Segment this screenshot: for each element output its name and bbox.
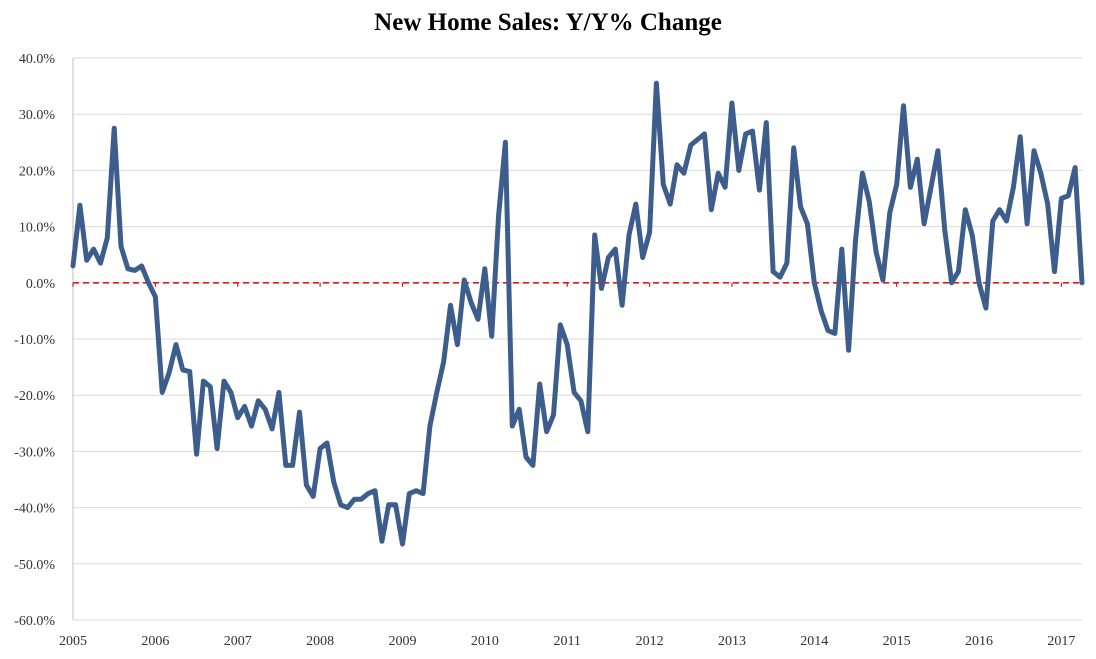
y-tick-label: -20.0% xyxy=(14,389,55,404)
y-tick-label: 30.0% xyxy=(19,108,56,123)
y-tick-label: -30.0% xyxy=(14,445,55,460)
x-tick-label: 2007 xyxy=(224,634,252,649)
x-tick-label: 2005 xyxy=(59,634,87,649)
x-tick-label: 2014 xyxy=(800,634,828,649)
y-tick-label: -10.0% xyxy=(14,333,55,348)
y-tick-label: -50.0% xyxy=(14,558,55,573)
y-tick-label: 0.0% xyxy=(26,277,56,292)
y-tick-label: -60.0% xyxy=(14,614,55,629)
y-tick-label: 40.0% xyxy=(19,52,56,67)
x-tick-label: 2010 xyxy=(471,634,499,649)
chart-title: New Home Sales: Y/Y% Change xyxy=(374,9,722,36)
x-tick-label: 2015 xyxy=(883,634,911,649)
x-tick-label: 2016 xyxy=(965,634,993,649)
x-tick-label: 2011 xyxy=(553,634,580,649)
x-tick-label: 2017 xyxy=(1047,634,1075,649)
y-tick-label: 10.0% xyxy=(19,221,56,236)
x-tick-label: 2009 xyxy=(388,634,416,649)
y-tick-label: -40.0% xyxy=(14,502,55,517)
series-line xyxy=(70,80,1085,547)
y-tick-label: 20.0% xyxy=(19,164,56,179)
x-tick-label: 2012 xyxy=(636,634,664,649)
x-tick-label: 2013 xyxy=(718,634,746,649)
x-tick-label: 2006 xyxy=(141,634,169,649)
x-tick-label: 2008 xyxy=(306,634,334,649)
